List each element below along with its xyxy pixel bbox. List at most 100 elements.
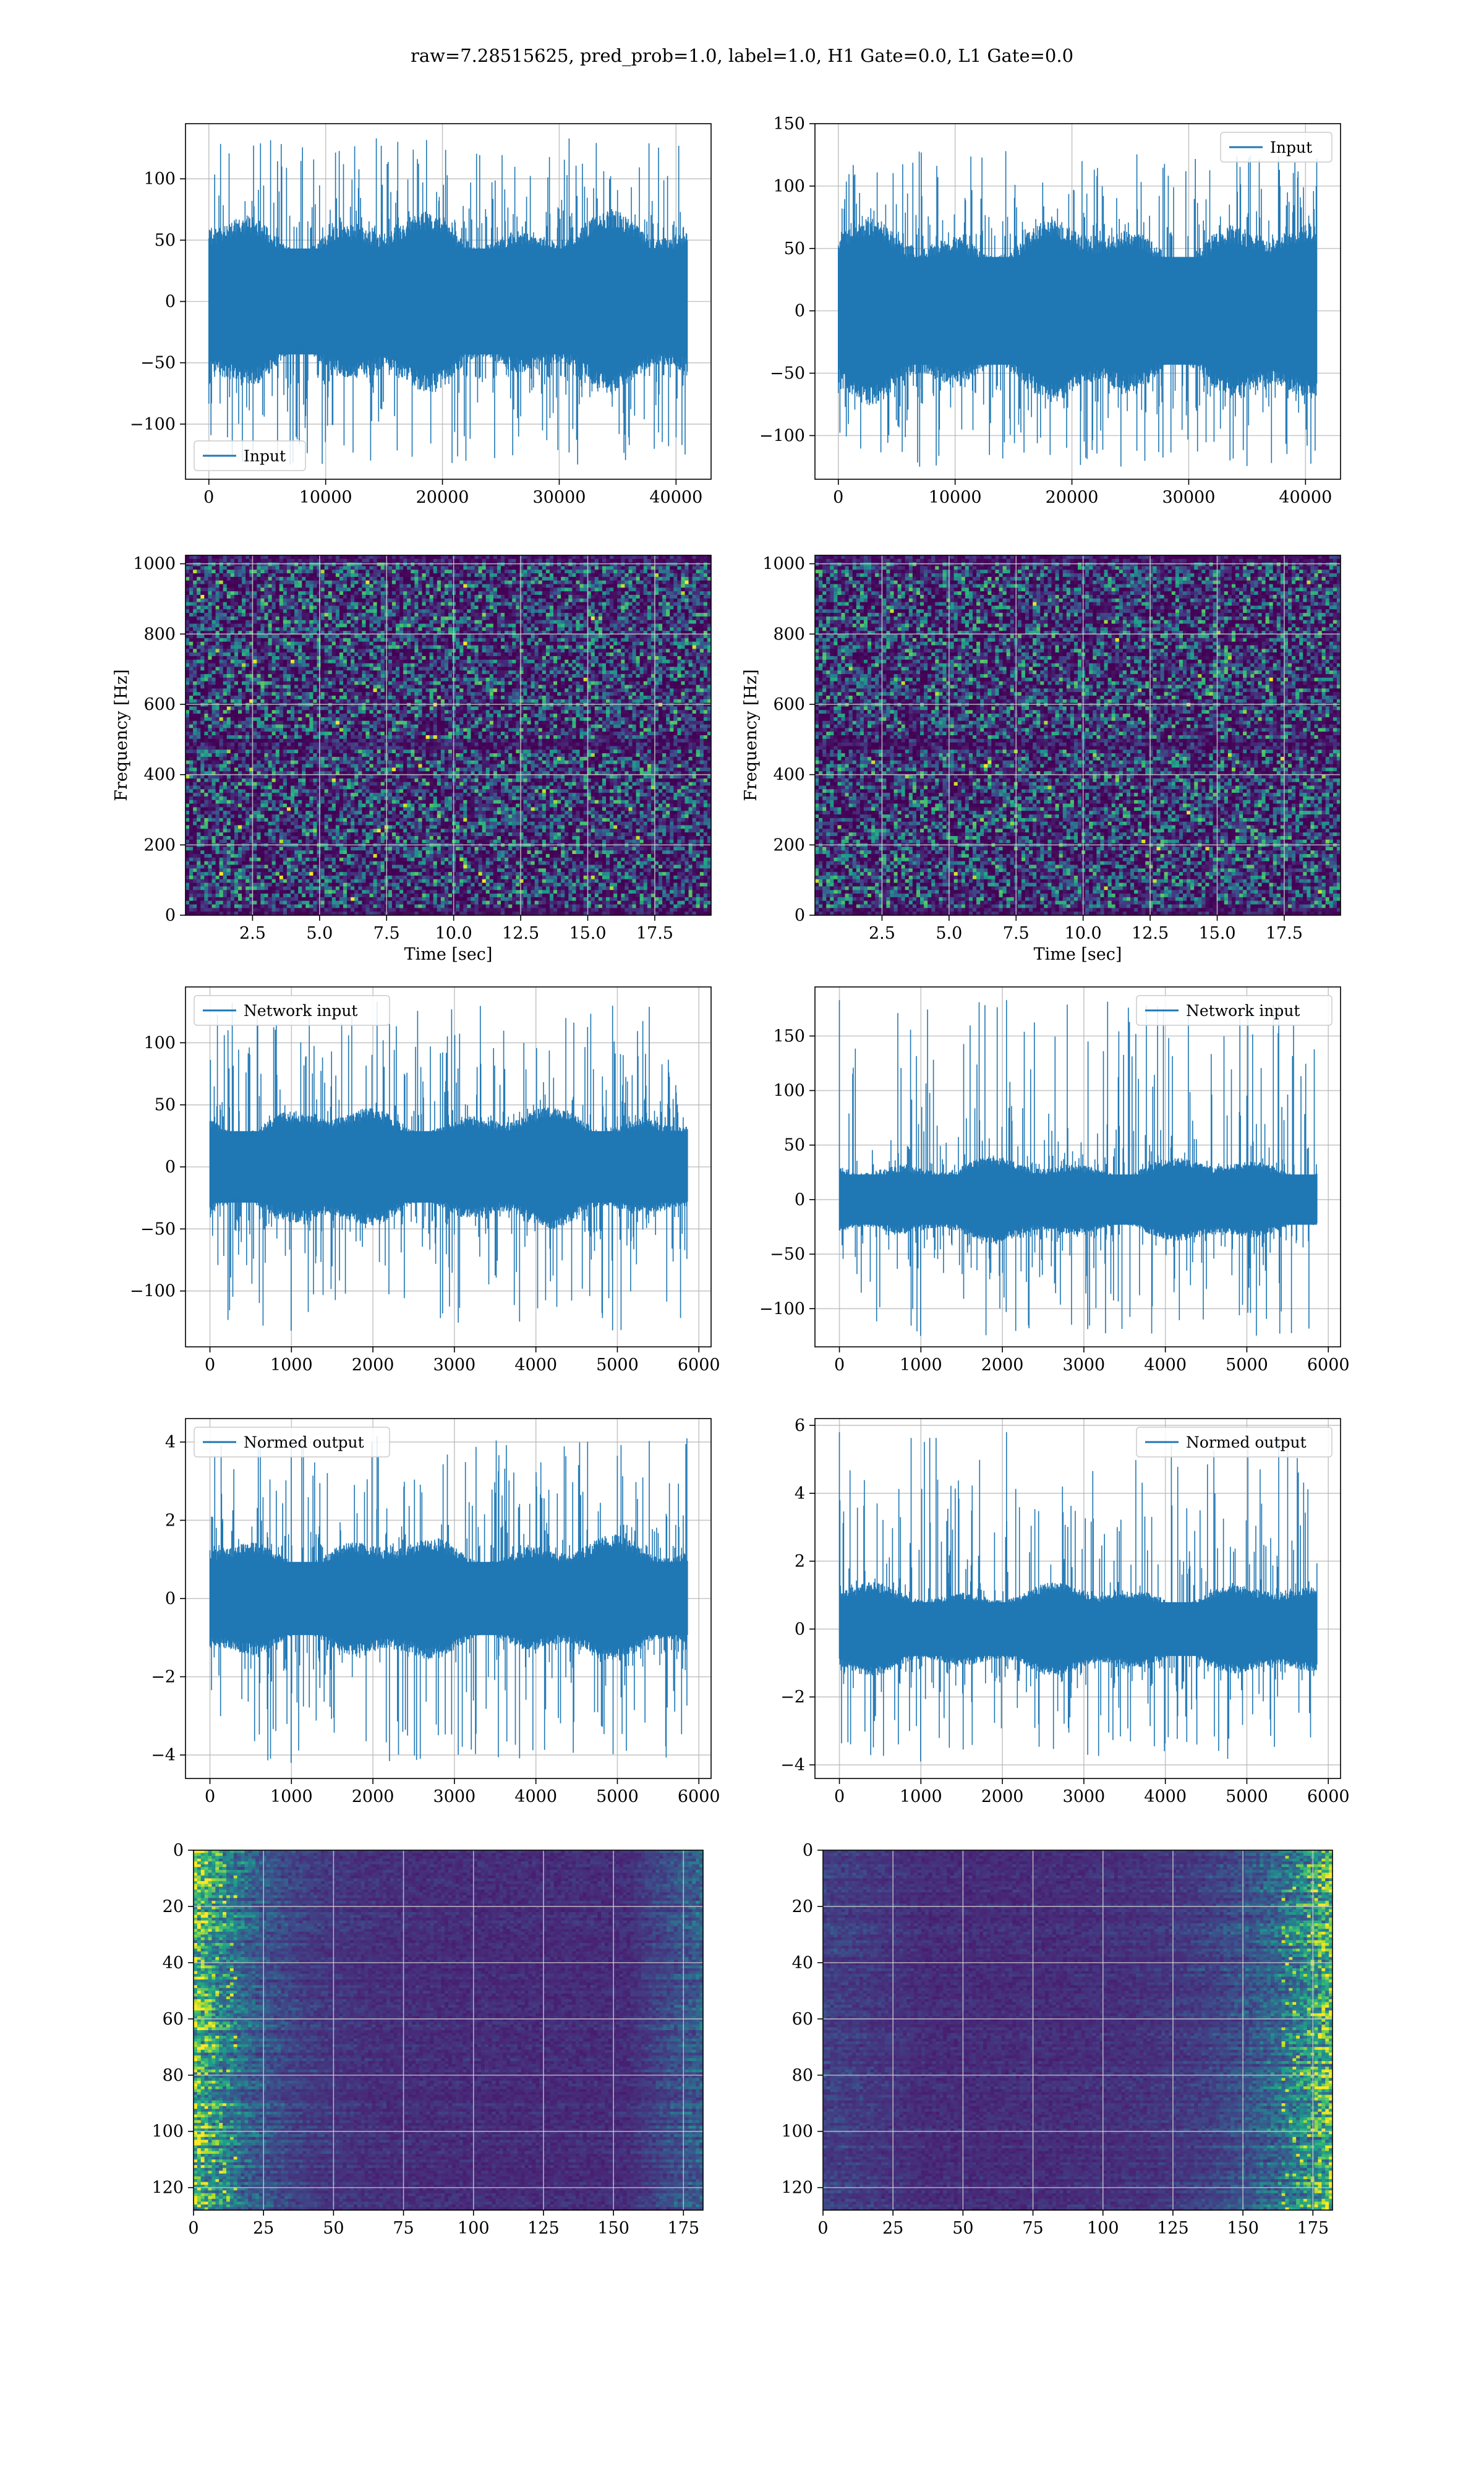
y-tick-label: −2 xyxy=(780,1688,805,1707)
y-tick-label: 6 xyxy=(795,1416,805,1435)
x-tick-label: 3000 xyxy=(1063,1787,1106,1806)
x-tick-label: 20000 xyxy=(1046,488,1099,507)
x-tick-label: 0 xyxy=(205,1787,215,1806)
legend-label: Network input xyxy=(244,1002,357,1020)
y-tick-label: 200 xyxy=(773,835,805,855)
y-tick-label: −100 xyxy=(759,426,805,445)
x-tick-label: 4000 xyxy=(514,1787,557,1806)
legend-p0: Input xyxy=(194,441,305,471)
x-tick-label: 6000 xyxy=(678,1355,720,1375)
y-tick-label: 50 xyxy=(784,1136,805,1155)
x-tick-label: 175 xyxy=(1297,2219,1329,2238)
x-tick-label: 6000 xyxy=(1307,1787,1350,1806)
y-tick-label: 0 xyxy=(173,1841,184,1860)
y-tick-label: −4 xyxy=(780,1756,805,1775)
x-tick-label: 0 xyxy=(203,488,214,507)
series-line-p4 xyxy=(210,1002,688,1331)
series-line-p1 xyxy=(838,151,1317,466)
x-tick-label: 10000 xyxy=(929,488,982,507)
x-tick-label: 100 xyxy=(458,2219,490,2238)
legend-p4: Network input xyxy=(194,996,390,1025)
x-tick-label: 17.5 xyxy=(636,924,673,943)
x-tick-label: 50 xyxy=(323,2219,344,2238)
x-tick-label: 40000 xyxy=(1279,488,1332,507)
x-tick-label: 0 xyxy=(834,1355,845,1375)
y-tick-label: 50 xyxy=(155,1096,176,1115)
x-tick-label: 1000 xyxy=(270,1787,313,1806)
y-tick-label: 120 xyxy=(151,2179,184,2198)
x-tick-label: 4000 xyxy=(514,1355,557,1375)
x-tick-label: 10000 xyxy=(299,488,352,507)
x-tick-label: 0 xyxy=(833,488,843,507)
x-tick-label: 4000 xyxy=(1144,1355,1187,1375)
y-tick-label: −50 xyxy=(140,354,176,373)
legend-p5: Network input xyxy=(1136,996,1332,1025)
x-tick-label: 3000 xyxy=(433,1355,476,1375)
series-line-p0 xyxy=(209,139,688,464)
legend-label: Network input xyxy=(1186,1002,1300,1020)
legend-p7: Normed output xyxy=(1136,1427,1332,1457)
y-tick-label: 80 xyxy=(163,2066,184,2085)
y-tick-label: −100 xyxy=(759,1299,805,1318)
x-axis-label: Time [sec] xyxy=(1034,945,1122,964)
y-tick-label: 0 xyxy=(795,1190,805,1210)
x-tick-label: 5000 xyxy=(596,1787,639,1806)
x-tick-label: 5000 xyxy=(596,1355,639,1375)
x-tick-label: 0 xyxy=(834,1787,845,1806)
x-tick-label: 3000 xyxy=(433,1787,476,1806)
x-tick-label: 12.5 xyxy=(1132,924,1169,943)
heatmap-p2 xyxy=(186,555,712,916)
y-tick-label: 100 xyxy=(773,177,805,196)
y-tick-label: 120 xyxy=(781,2179,813,2198)
heatmap-p3 xyxy=(815,555,1341,916)
x-tick-label: 10.0 xyxy=(435,924,472,943)
y-tick-label: −50 xyxy=(770,364,805,383)
y-tick-label: −2 xyxy=(151,1668,176,1687)
legend-label: Input xyxy=(244,447,286,465)
y-tick-label: 20 xyxy=(163,1897,184,1916)
y-tick-label: 0 xyxy=(165,292,176,312)
y-tick-label: 60 xyxy=(792,2010,813,2029)
y-tick-label: −4 xyxy=(151,1746,176,1765)
x-tick-label: 10.0 xyxy=(1065,924,1102,943)
series-line-p5 xyxy=(840,1000,1317,1336)
y-tick-label: 0 xyxy=(165,906,176,925)
x-tick-label: 75 xyxy=(1022,2219,1043,2238)
legend-p1: Input xyxy=(1221,132,1332,162)
y-tick-label: 0 xyxy=(795,302,805,321)
x-tick-label: 175 xyxy=(668,2219,700,2238)
y-tick-label: 0 xyxy=(803,1841,813,1860)
heatmap-p9 xyxy=(823,1850,1333,2211)
x-tick-label: 15.0 xyxy=(1198,924,1235,943)
y-tick-label: 100 xyxy=(143,169,176,189)
x-tick-label: 1000 xyxy=(900,1787,942,1806)
y-tick-label: −50 xyxy=(140,1219,176,1239)
x-tick-label: 30000 xyxy=(532,488,586,507)
x-tick-label: 2000 xyxy=(352,1355,394,1375)
y-tick-label: 60 xyxy=(163,2010,184,2029)
y-tick-label: 0 xyxy=(795,906,805,925)
x-tick-label: 5000 xyxy=(1226,1355,1268,1375)
y-tick-label: 50 xyxy=(155,231,176,250)
y-tick-label: 50 xyxy=(784,239,805,258)
x-tick-label: 5000 xyxy=(1226,1787,1268,1806)
x-tick-label: 125 xyxy=(1157,2219,1189,2238)
legend-p6: Normed output xyxy=(194,1427,390,1457)
x-tick-label: 125 xyxy=(527,2219,560,2238)
y-tick-label: 2 xyxy=(165,1511,176,1530)
x-tick-label: 1000 xyxy=(270,1355,313,1375)
y-tick-label: 40 xyxy=(163,1953,184,1973)
x-tick-label: 5.0 xyxy=(936,924,962,943)
x-tick-label: 25 xyxy=(882,2219,903,2238)
y-tick-label: 40 xyxy=(792,1953,813,1973)
x-tick-label: 6000 xyxy=(678,1787,720,1806)
x-tick-label: 100 xyxy=(1087,2219,1119,2238)
x-tick-label: 0 xyxy=(188,2219,198,2238)
x-tick-label: 40000 xyxy=(649,488,702,507)
